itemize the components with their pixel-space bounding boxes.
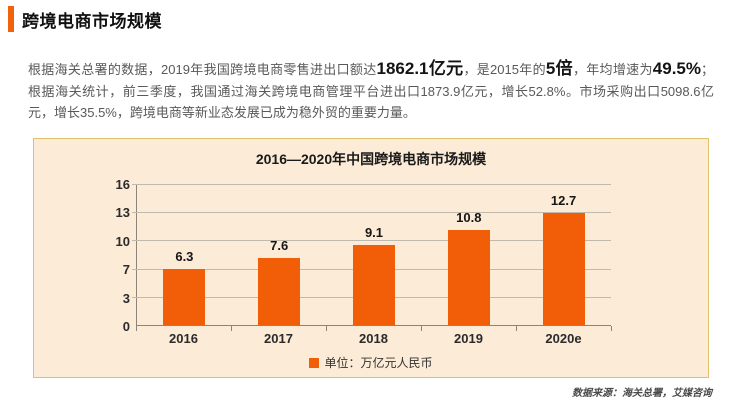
bar-2020e: 12.7 [542,193,585,325]
x-tick-label: 2018 [359,331,388,346]
bar-slot: 7.6 [232,184,327,325]
legend-label: 单位：万亿元人民币 [324,356,433,370]
chart-legend: 单位：万亿元人民币 [34,354,708,371]
bars-row: 6.3 7.6 9.1 10.8 12.7 [137,184,611,325]
intro-segment: ，年均增速为 [572,62,653,77]
gridline [132,240,611,242]
gridline [132,212,611,214]
data-source-note: 数据来源：海关总署，艾媒咨询 [572,388,712,399]
intro-highlight-value: 49.5% [652,59,701,78]
intro-highlight-value: 1862.1亿元 [376,59,464,78]
legend-swatch-icon [309,357,320,368]
plot-area: 6.3 7.6 9.1 10.8 12.7 [132,184,611,326]
y-tick-label: 13 [115,205,130,221]
x-axis-tick [611,326,612,331]
y-tick-label: 16 [115,177,130,192]
bar-2017: 7.6 [258,238,301,325]
gridline [132,184,611,185]
intro-segment: ，是2015年的 [463,62,546,77]
x-tick-label: 2020e [545,331,582,346]
bar-value-label: 6.3 [175,249,194,265]
bar-value-label: 12.7 [550,193,577,209]
bar-slot: 6.3 [137,184,232,325]
chart-title: 2016—2020年中国跨境电商市场规模 [255,151,487,167]
bar-slot: 12.7 [516,184,611,325]
x-axis-tick [421,326,422,331]
y-tick-label: 3 [122,290,130,306]
x-tick-label: 2019 [454,331,483,346]
bar-2019: 10.8 [447,210,490,325]
y-tick-label: 10 [115,233,130,249]
x-tick-label: 2016 [169,331,198,346]
x-axis-tick [231,326,232,331]
page-title: 跨境电商市场规模 [22,11,162,31]
title-accent-bar [8,6,14,32]
x-axis-tick [326,326,327,331]
intro-segment: 根据海关总署的数据，2019年我国跨境电商零售进出口额达 [28,62,377,77]
intro-highlight-value: 5倍 [545,59,573,78]
intro-segment: ；根据海关统计，前三季度，我国通过海关跨境电商管理平台进出口1873.9亿元，增… [28,62,714,120]
y-axis-labels: 0 3 7 10 13 16 [92,177,130,334]
x-axis-tick [136,326,137,331]
bar-slot: 9.1 [327,184,422,325]
x-tick-label: 2017 [264,331,293,346]
page-header: 跨境电商市场规模 [8,6,162,32]
bar-2018: 9.1 [352,225,395,325]
x-axis-labels: 2016 2017 2018 2019 2020e [136,331,611,346]
intro-paragraph: 根据海关总署的数据，2019年我国跨境电商零售进出口额达1862.1亿元，是20… [28,58,714,124]
x-axis-tick [516,326,517,331]
chart-panel: 2016—2020年中国跨境电商市场规模 0 3 7 10 13 16 6.3 7.6 9.1… [33,138,709,378]
bar-value-label: 9.1 [364,224,384,240]
bar-slot: 10.8 [421,184,516,325]
bar-value-label: 7.6 [270,238,289,254]
y-tick-label: 7 [122,262,130,278]
x-axis-tick-marks [136,326,612,331]
bar-value-label: 10.8 [456,209,482,225]
y-tick-label: 0 [122,319,130,334]
bar-2016: 6.3 [163,249,206,325]
